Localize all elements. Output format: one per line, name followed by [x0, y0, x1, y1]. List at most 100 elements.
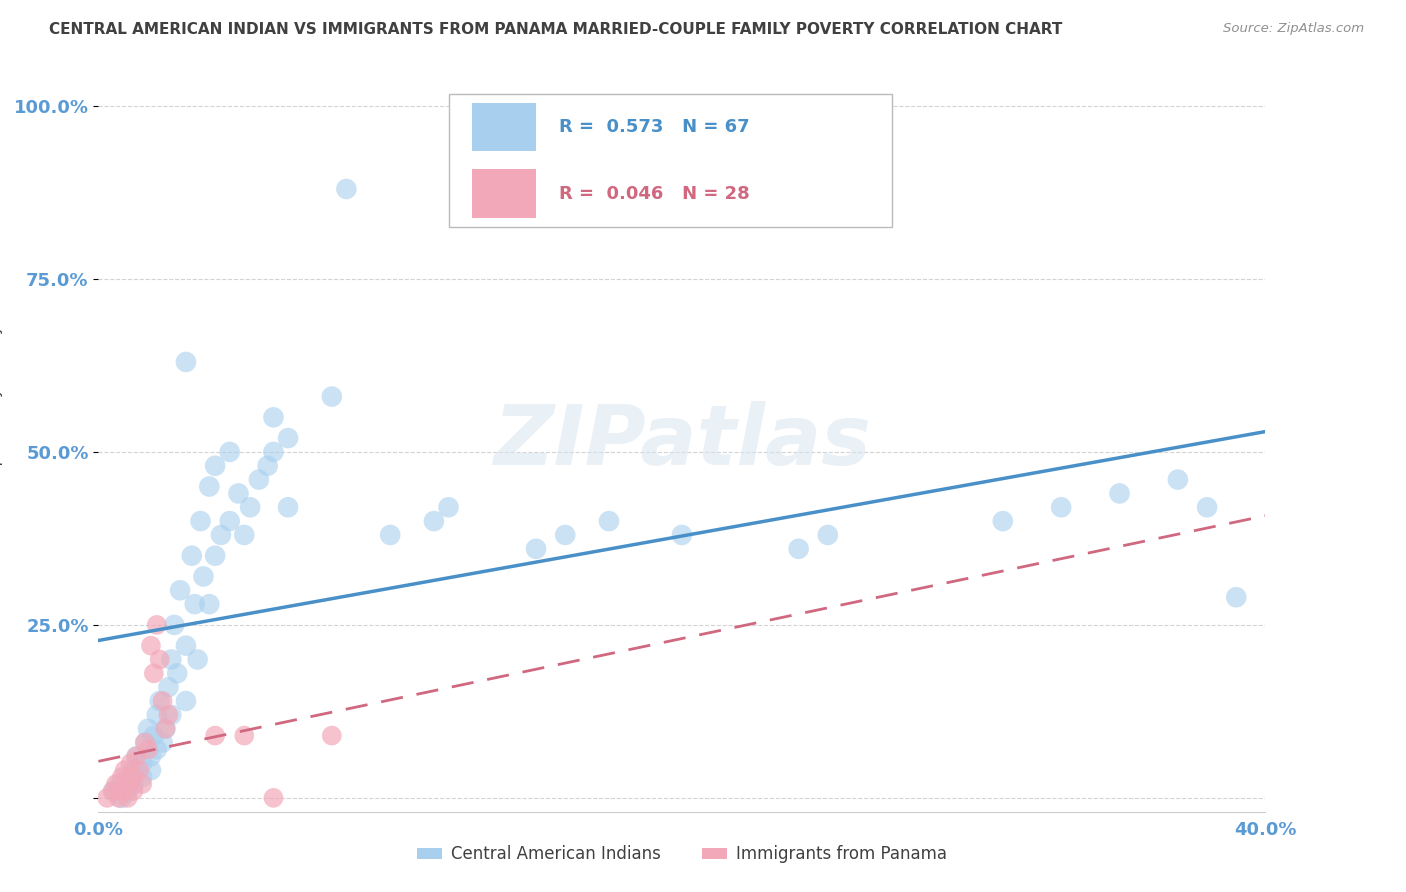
Point	[111, 770, 134, 784]
Point	[160, 707, 183, 722]
Point	[817, 528, 839, 542]
Point	[108, 777, 131, 791]
Point	[262, 410, 284, 425]
Point	[247, 473, 270, 487]
Point	[117, 790, 139, 805]
Point	[554, 528, 576, 542]
Point	[157, 680, 180, 694]
Point	[256, 458, 278, 473]
Point	[125, 749, 148, 764]
Point	[1108, 486, 1130, 500]
Point	[108, 790, 131, 805]
Point	[423, 514, 446, 528]
Point	[163, 618, 186, 632]
Bar	[472, 169, 536, 218]
Point	[131, 777, 153, 791]
Point	[131, 756, 153, 771]
Point	[180, 549, 202, 563]
Point	[277, 431, 299, 445]
Point	[122, 784, 145, 798]
Point	[321, 390, 343, 404]
Point	[193, 569, 215, 583]
Point	[104, 777, 127, 791]
Point	[128, 763, 150, 777]
Point	[1167, 473, 1189, 487]
Point	[218, 514, 240, 528]
Point	[146, 707, 169, 722]
Point	[134, 735, 156, 749]
Point	[787, 541, 810, 556]
Point	[204, 729, 226, 743]
Point	[149, 694, 172, 708]
Point	[187, 652, 209, 666]
Point	[131, 770, 153, 784]
Point	[146, 618, 169, 632]
Point	[262, 790, 284, 805]
Point	[598, 514, 620, 528]
Point	[380, 528, 402, 542]
Text: Source: ZipAtlas.com: Source: ZipAtlas.com	[1223, 22, 1364, 36]
Point	[198, 479, 221, 493]
Point	[117, 770, 139, 784]
Point	[134, 735, 156, 749]
Point	[204, 458, 226, 473]
Point	[114, 763, 136, 777]
Point	[136, 742, 159, 756]
Point	[262, 445, 284, 459]
Text: ZIPatlas: ZIPatlas	[494, 401, 870, 482]
Point	[335, 182, 357, 196]
Point	[146, 742, 169, 756]
Point	[174, 639, 197, 653]
Point	[122, 763, 145, 777]
Point	[101, 784, 124, 798]
Legend: Central American Indians, Immigrants from Panama: Central American Indians, Immigrants fro…	[411, 838, 953, 870]
Point	[96, 790, 118, 805]
Point	[437, 500, 460, 515]
Point	[157, 707, 180, 722]
Point	[120, 756, 142, 771]
Point	[524, 541, 547, 556]
Point	[174, 355, 197, 369]
Point	[160, 652, 183, 666]
Point	[233, 528, 256, 542]
Point	[204, 549, 226, 563]
Point	[117, 777, 139, 791]
Point	[111, 790, 134, 805]
Point	[142, 666, 165, 681]
Point	[139, 749, 162, 764]
Point	[233, 729, 256, 743]
Point	[111, 784, 134, 798]
Point	[152, 735, 174, 749]
Point	[149, 652, 172, 666]
Point	[991, 514, 1014, 528]
Point	[125, 749, 148, 764]
Text: R =  0.573   N = 67: R = 0.573 N = 67	[560, 118, 749, 136]
Point	[139, 763, 162, 777]
Point	[136, 722, 159, 736]
Point	[122, 777, 145, 791]
Point	[1225, 591, 1247, 605]
Point	[122, 770, 145, 784]
Point	[671, 528, 693, 542]
Point	[101, 784, 124, 798]
Point	[142, 729, 165, 743]
Point	[1050, 500, 1073, 515]
Text: CENTRAL AMERICAN INDIAN VS IMMIGRANTS FROM PANAMA MARRIED-COUPLE FAMILY POVERTY : CENTRAL AMERICAN INDIAN VS IMMIGRANTS FR…	[49, 22, 1063, 37]
Point	[117, 784, 139, 798]
Point	[198, 597, 221, 611]
Point	[166, 666, 188, 681]
Point	[169, 583, 191, 598]
Point	[139, 639, 162, 653]
Point	[321, 729, 343, 743]
Point	[190, 514, 212, 528]
Point	[228, 486, 250, 500]
Point	[1195, 500, 1218, 515]
Point	[209, 528, 232, 542]
Point	[155, 722, 177, 736]
Bar	[472, 103, 536, 151]
Point	[277, 500, 299, 515]
Point	[174, 694, 197, 708]
Point	[155, 722, 177, 736]
Point	[183, 597, 205, 611]
Y-axis label: Married-Couple Family Poverty: Married-Couple Family Poverty	[0, 325, 3, 558]
